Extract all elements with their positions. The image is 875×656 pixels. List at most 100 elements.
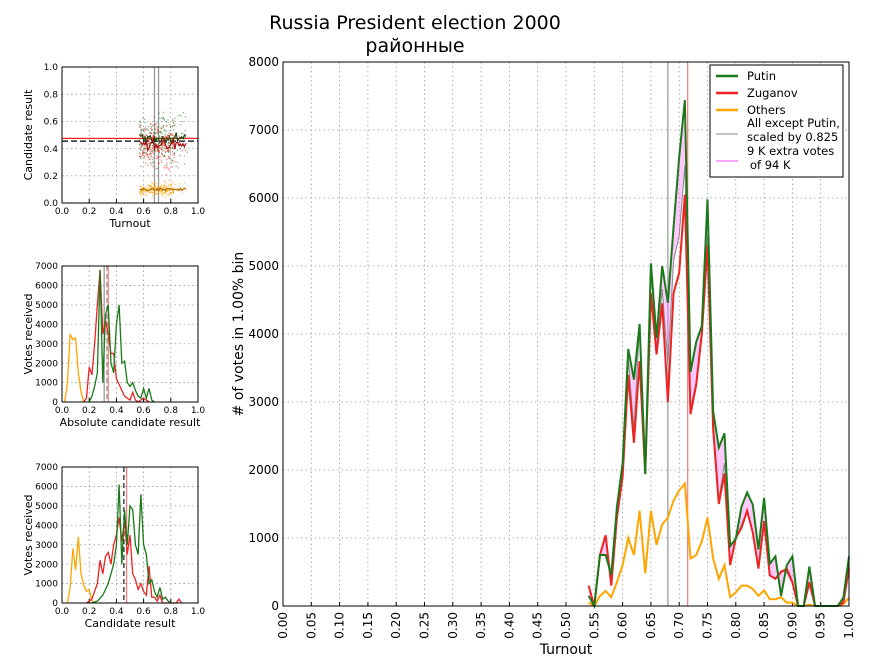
scatter-point-zuganov [149,153,151,155]
scatter-point-putin [176,161,179,163]
scatter-point-others [155,184,157,186]
scatter-point-putin [147,125,150,128]
scatter-point-zuganov [143,128,146,130]
scatter-point-zuganov [141,128,143,131]
scatter-point-zuganov [155,124,157,126]
scatter-point-putin [164,151,167,153]
scatter-point-others [162,186,165,188]
x-tick-label: 0.8 [164,406,179,416]
plot-frame [61,466,199,604]
scatter-point-putin [175,165,177,167]
legend-label: Others [747,103,786,117]
scatter-point-others [153,190,156,193]
scatter-point-others [161,193,164,196]
x-tick-label: 0.10 [333,612,347,639]
scatter-point-putin [140,132,142,134]
scatter-point-zuganov [165,174,168,176]
y-tick-label: 3000 [35,541,58,551]
scatter-point-others [149,191,151,194]
y-tick-label: 1000 [35,580,58,590]
legend-label-all-except-putin: All except Putin, scaled by 0.825 [747,116,840,144]
scatter-point-zuganov [139,124,141,126]
relative-result-plot: 0.0 0.2 0.4 0.6 0.8 1.0 0 1000 2000 3000 4000 5000 6… [22,463,205,630]
scatter-point-zuganov [168,167,170,170]
scatter-point-others [164,185,166,187]
scatter-point-putin [149,162,152,164]
scatter-point-zuganov [165,139,167,141]
scatter-point-zuganov [143,118,146,121]
scatter-point-zuganov [147,164,149,166]
scatter-point-putin [151,161,153,164]
x-tick-label: 1.0 [191,207,206,217]
scatter-point-zuganov [168,136,170,138]
scatter-point-zuganov [150,127,152,129]
scatter-point-putin [155,122,158,124]
scatter-point-zuganov [140,135,142,137]
x-tick-label: 0.60 [616,612,630,639]
scatter-point-others [141,191,144,194]
scatter-point-putin [143,131,145,133]
scatter-point-zuganov [166,146,169,148]
scatter-point-zuganov [184,137,186,140]
scatter-point-others [164,196,167,199]
x-tick-label: 0.75 [701,612,715,639]
scatter-point-putin [150,156,152,158]
x-tick-label: 0.0 [55,406,70,416]
scatter-point-putin [182,111,185,114]
y-tick-label: 1.0 [44,63,59,73]
scatter-point-others [143,193,145,196]
scatter-point-zuganov [139,153,141,155]
scatter-point-putin [144,121,146,124]
scatter-point-zuganov [151,146,154,149]
scatter-point-putin [157,140,159,142]
scatter-point-putin [163,129,165,131]
scatter-point-zuganov [168,169,170,171]
scatter-point-others [165,186,168,188]
scatter-point-others [170,187,172,189]
scatter-point-putin [177,114,180,117]
scatter-point-zuganov [155,136,157,138]
scatter-point-putin [140,149,142,151]
y-tick-label: 1000 [35,379,58,389]
x-tick-label: 1.00 [842,612,856,639]
scatter-point-putin [167,121,169,124]
scatter-point-zuganov [162,125,165,127]
series-line-putin [587,99,850,610]
scatter-point-putin [162,116,164,119]
x-tick-label: 0.2 [82,607,96,617]
scatter-point-putin [165,142,168,144]
scatter-point-zuganov [143,136,145,139]
scatter-point-zuganov [168,133,170,135]
scatter-point-zuganov [183,155,186,157]
scatter-point-others [145,187,147,189]
scatter-point-others [160,191,163,194]
scatter-point-others [157,192,160,194]
scatter-point-putin [154,149,157,152]
scatter-point-putin [162,111,165,114]
scatter-point-zuganov [150,154,152,157]
scatter-point-putin [158,151,160,154]
x-tick-label: 0.0 [55,607,70,617]
scatter-point-zuganov [169,151,172,153]
scatter-point-others [166,190,168,193]
scatter-point-zuganov [149,132,151,135]
scatter-point-zuganov [166,125,168,127]
y-tick-label: 7000 [35,262,58,272]
scatter-point-others [153,187,155,190]
y-tick-label: 1000 [248,531,279,545]
scatter-point-others [171,182,174,184]
y-tick-label: 2000 [35,560,58,570]
scatter-point-others [139,186,141,188]
scatter-point-putin [151,124,154,127]
scatter-point-putin [171,119,173,121]
plot-frame [282,61,850,607]
scatter-point-putin [170,146,172,148]
scatter-point-putin [144,147,146,150]
scatter-point-zuganov [149,158,151,161]
scatter-point-putin [183,139,185,142]
scatter-point-zuganov [166,138,168,140]
y-tick-label: 3000 [248,395,279,409]
scatter-point-others [154,185,156,188]
scatter-point-others [165,183,168,185]
x-tick-label: 0.2 [82,207,96,217]
